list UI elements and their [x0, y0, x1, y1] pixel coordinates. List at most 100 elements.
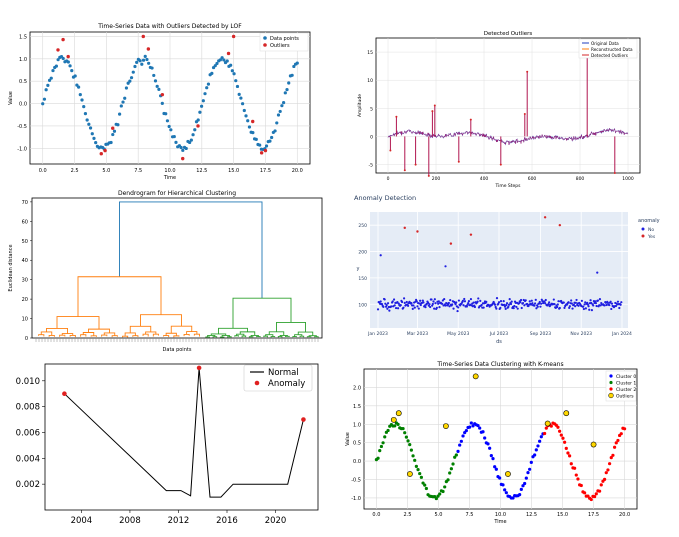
cluster-point	[408, 443, 412, 447]
normal-point	[563, 306, 566, 309]
normal-point	[544, 298, 547, 302]
data-point	[222, 58, 226, 62]
x-tick-label: 2012	[168, 516, 190, 526]
normal-point	[524, 299, 527, 302]
data-point	[264, 144, 269, 148]
normal-point	[499, 300, 503, 303]
data-point	[157, 87, 161, 91]
dendrogram-link	[193, 333, 200, 337]
legend-box	[259, 32, 309, 52]
data-point	[268, 139, 272, 143]
normal-point	[588, 308, 591, 311]
normal-point	[505, 302, 509, 305]
outlier-point	[111, 126, 115, 130]
normal-point	[435, 306, 438, 309]
dendrogram-link	[77, 276, 162, 317]
y-tick-label: 200	[358, 250, 367, 256]
data-point	[290, 73, 294, 77]
normal-point	[503, 305, 507, 308]
normal-point	[392, 298, 396, 301]
x-tick-label: Jan 2024	[611, 331, 632, 337]
normal-point	[614, 304, 618, 308]
cluster-point	[612, 445, 617, 449]
data-point	[61, 56, 65, 61]
data-point	[244, 114, 248, 118]
normal-point	[399, 303, 402, 307]
data-point	[246, 119, 250, 123]
normal-point	[379, 254, 382, 257]
normal-point	[584, 301, 587, 304]
normal-point	[410, 302, 413, 305]
cluster-point	[434, 496, 438, 501]
data-point	[140, 62, 144, 66]
cluster-point	[443, 485, 447, 489]
y-tick-label: 0.008	[16, 403, 40, 413]
legend-title: anomaly	[638, 218, 660, 224]
cluster-point	[409, 448, 413, 452]
normal-point	[519, 298, 523, 302]
outlier-point	[251, 119, 255, 124]
cluster-point	[404, 435, 408, 439]
x-tick-label: 2.5	[71, 168, 79, 174]
dendrogram-link	[101, 334, 108, 337]
anomaly-detection-panel: Anomaly Detection Jan 2023 Mar 2023 May 202…	[350, 188, 679, 348]
data-point	[172, 134, 176, 139]
normal-point	[412, 304, 415, 307]
cluster-point	[536, 444, 540, 448]
normal-point	[504, 307, 507, 310]
normal-point	[437, 300, 440, 303]
y-tick-label: -1.0	[17, 146, 27, 152]
cluster-point	[423, 483, 427, 487]
cluster-point	[568, 454, 572, 458]
cluster-point	[454, 453, 458, 457]
x-tick-label: 15.0	[228, 168, 239, 174]
data-point	[123, 96, 127, 100]
data-point	[164, 112, 168, 116]
cluster-point	[419, 475, 423, 479]
y-tick-label: 250	[358, 223, 367, 229]
anomaly-detection-chart: Anomaly Detection Jan 2023 Mar 2023 May 202…	[354, 194, 660, 345]
normal-point	[380, 303, 384, 306]
cluster-point	[424, 486, 428, 491]
normal-point	[508, 298, 511, 301]
cluster-point	[622, 427, 627, 431]
normal-point	[519, 301, 522, 304]
dendrogram-link	[207, 334, 216, 337]
data-point	[147, 61, 151, 65]
anomaly-point	[558, 223, 562, 227]
x-tick-label: 0.0	[372, 512, 380, 518]
dendrogram-link	[285, 335, 290, 338]
y-tick-label: 40	[22, 258, 28, 264]
normal-point	[515, 305, 518, 309]
normal-point	[432, 300, 435, 303]
cluster-point	[599, 483, 603, 487]
cluster-point	[476, 423, 480, 428]
data-point	[131, 70, 135, 74]
y-tick-label: 1.5	[19, 34, 27, 40]
normal-point	[570, 302, 573, 305]
cluster-point	[579, 483, 583, 488]
x-tick-label: 15.0	[557, 512, 568, 518]
normal-point	[534, 298, 537, 301]
normal-point	[533, 302, 537, 305]
dendrogram-link	[270, 336, 276, 338]
data-point	[229, 63, 233, 67]
normal-point	[583, 303, 586, 306]
outlier-point	[196, 124, 200, 128]
x-tick-label: Jul 2023	[489, 331, 508, 337]
normal-point	[505, 303, 508, 307]
x-tick-label: 12.5	[526, 512, 537, 518]
normal-point	[441, 302, 444, 305]
normal-point	[477, 297, 480, 300]
normal-point	[497, 301, 501, 304]
normal-point	[480, 303, 483, 307]
legend-marker	[608, 392, 614, 399]
cluster-point	[519, 487, 523, 491]
dendrogram-link	[82, 332, 95, 336]
cluster-point	[526, 470, 530, 475]
normal-point	[416, 305, 419, 308]
dendrogram-link	[46, 327, 68, 334]
cluster-point	[481, 430, 485, 434]
x-tick-label: 7.5	[134, 168, 142, 174]
y-tick-label: 1.0	[353, 422, 361, 428]
